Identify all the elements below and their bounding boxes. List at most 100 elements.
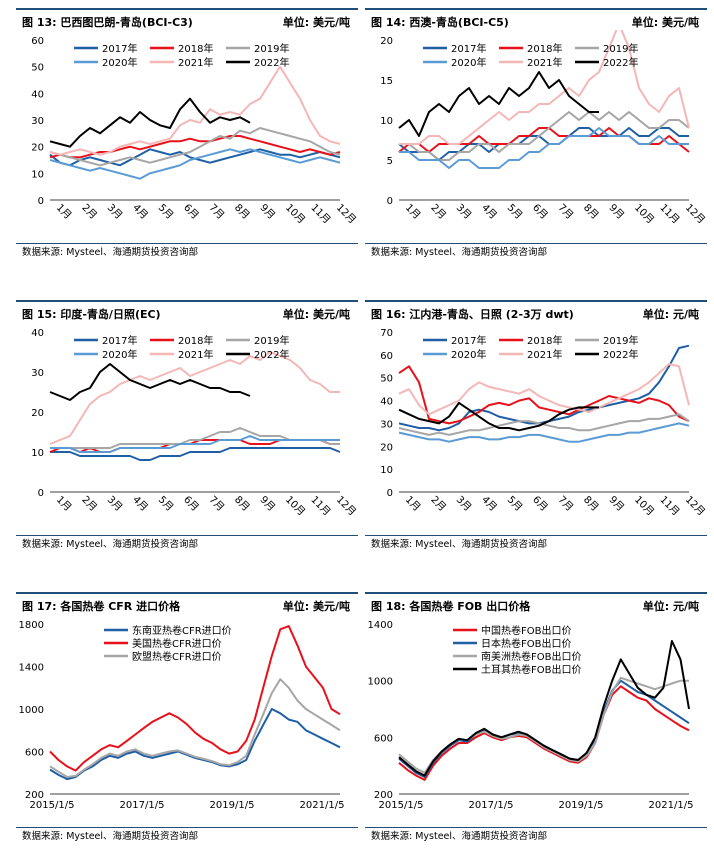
legend-label: 2018年	[527, 334, 562, 347]
series-line	[398, 344, 690, 432]
y-tick-label: 20	[31, 143, 44, 154]
legend-label: 2018年	[527, 42, 562, 55]
x-tick-label: 2月	[79, 494, 99, 514]
x-tick-label: 5月	[505, 202, 525, 222]
figure-14-panel: 图 14: 西澳-青岛(BCI-C5) 单位: 美元/吨 0 5 10 15 20 1月 2…	[365, 8, 707, 258]
x-tick-label: 2021/1/5	[300, 800, 345, 811]
x-tick-label: 1月	[403, 202, 423, 222]
x-tick-label: 11月	[657, 202, 682, 227]
x-tick-label: 12月	[334, 494, 358, 519]
y-tick-label: 0	[38, 488, 44, 499]
figure-17-panel: 图 17: 各国热卷 CFR 进口价格 单位: 美元/吨 200 600 1000 1…	[16, 592, 358, 842]
series-line	[398, 640, 690, 777]
series-line	[49, 135, 341, 159]
x-tick-label: 2017/1/5	[120, 800, 165, 811]
series-line	[398, 363, 690, 416]
x-tick-label: 8月	[581, 494, 601, 514]
x-tick-label: 3月	[105, 494, 125, 514]
x-tick-label: 2月	[79, 202, 99, 222]
x-tick-label: 10月	[283, 202, 308, 227]
legend-label: 2017年	[451, 42, 486, 55]
x-tick-label: 7月	[556, 202, 576, 222]
x-tick-label: 3月	[454, 202, 474, 222]
y-tick-label: 20	[31, 408, 44, 419]
data-source: 数据来源: Mysteel、海通期货投资咨询部	[371, 831, 548, 842]
legend-label: 2022年	[254, 348, 289, 361]
series-line	[398, 422, 690, 443]
figure-title: 图 18: 各国热卷 FOB 出口价格	[371, 600, 531, 613]
y-tick-label: 10	[31, 448, 44, 459]
x-tick-label: 7月	[207, 494, 227, 514]
x-tick-label: 2017/1/5	[469, 800, 514, 811]
y-tick-label: 1400	[19, 663, 44, 674]
y-tick-label: 20	[380, 442, 393, 453]
legend-label: 2018年	[178, 42, 213, 55]
y-tick-label: 40	[380, 397, 393, 408]
line-chart: 200 600 1000 1400 2015/1/5 2017/1/5 2019/1/5 20…	[365, 614, 707, 826]
y-tick-label: 60	[380, 351, 393, 362]
legend-label: 日本热卷FOB出口价	[481, 637, 571, 650]
series-line	[49, 708, 341, 781]
y-tick-label: 0	[387, 196, 393, 207]
legend-label: 2020年	[102, 56, 137, 69]
y-tick-label: 40	[31, 328, 44, 339]
y-tick-label: 50	[31, 63, 44, 74]
series-line	[49, 363, 251, 401]
series-line	[49, 625, 341, 772]
x-tick-label: 10月	[632, 494, 657, 519]
legend-label: 欧盟热卷CFR进口价	[132, 650, 222, 663]
y-tick-label: 60	[31, 36, 44, 47]
legend-label: 2022年	[254, 56, 289, 69]
x-tick-label: 9月	[258, 202, 278, 222]
data-source: 数据来源: Mysteel、海通期货投资咨询部	[22, 539, 199, 550]
data-source: 数据来源: Mysteel、海通期货投资咨询部	[22, 831, 199, 842]
x-tick-label: 2015/1/5	[379, 800, 424, 811]
legend-label: 美国热卷CFR进口价	[132, 637, 222, 650]
legend-label: 2019年	[603, 42, 638, 55]
legend-label: 2022年	[603, 56, 638, 69]
x-tick-label: 2月	[428, 494, 448, 514]
series-line	[49, 351, 340, 445]
legend-label: 中国热卷FOB出口价	[481, 624, 571, 637]
x-tick-label: 3月	[105, 202, 125, 222]
figure-title: 图 17: 各国热卷 CFR 进口价格	[22, 600, 181, 613]
legend-label: 南美洲热卷FOB出口价	[481, 650, 581, 663]
x-tick-label: 6月	[530, 202, 550, 222]
y-tick-label: 30	[31, 116, 44, 127]
x-tick-label: 2021/1/5	[649, 800, 694, 811]
y-tick-label: 600	[25, 748, 44, 759]
x-tick-label: 5月	[156, 494, 176, 514]
x-tick-label: 8月	[581, 202, 601, 222]
x-tick-label: 3月	[454, 494, 474, 514]
legend-label: 2021年	[178, 348, 213, 361]
x-tick-label: 12月	[334, 202, 358, 227]
series-line	[50, 447, 341, 461]
legend-label: 2020年	[102, 348, 137, 361]
data-source: 数据来源: Mysteel、海通期货投资咨询部	[371, 247, 548, 258]
x-tick-label: 12月	[683, 494, 707, 519]
x-tick-label: 5月	[505, 494, 525, 514]
footer-divider	[365, 243, 707, 244]
x-tick-label: 9月	[258, 494, 278, 514]
figure-title: 图 14: 西澳-青岛(BCI-C5)	[371, 16, 509, 29]
figure-title: 图 16: 江内港-青岛、日照 (2-3万 dwt)	[371, 308, 574, 321]
legend-label: 2021年	[527, 348, 562, 361]
y-tick-label: 10	[380, 116, 393, 127]
y-tick-label: 1000	[368, 677, 393, 688]
figure-unit: 单位: 元/吨	[642, 600, 699, 613]
y-tick-label: 40	[31, 89, 44, 100]
series-line	[49, 439, 340, 453]
y-tick-label: 200	[374, 790, 393, 801]
x-tick-label: 2015/1/5	[30, 800, 75, 811]
x-tick-label: 4月	[130, 494, 150, 514]
legend-label: 2020年	[451, 56, 486, 69]
series-line	[398, 685, 690, 781]
legend-label: 2021年	[527, 56, 562, 69]
y-tick-label: 30	[31, 368, 44, 379]
x-tick-label: 8月	[232, 202, 252, 222]
figure-unit: 单位: 美元/吨	[282, 308, 350, 321]
series-line	[49, 97, 251, 148]
footer-divider	[16, 827, 358, 828]
y-tick-label: 600	[374, 733, 393, 744]
legend-label: 2017年	[102, 334, 137, 347]
